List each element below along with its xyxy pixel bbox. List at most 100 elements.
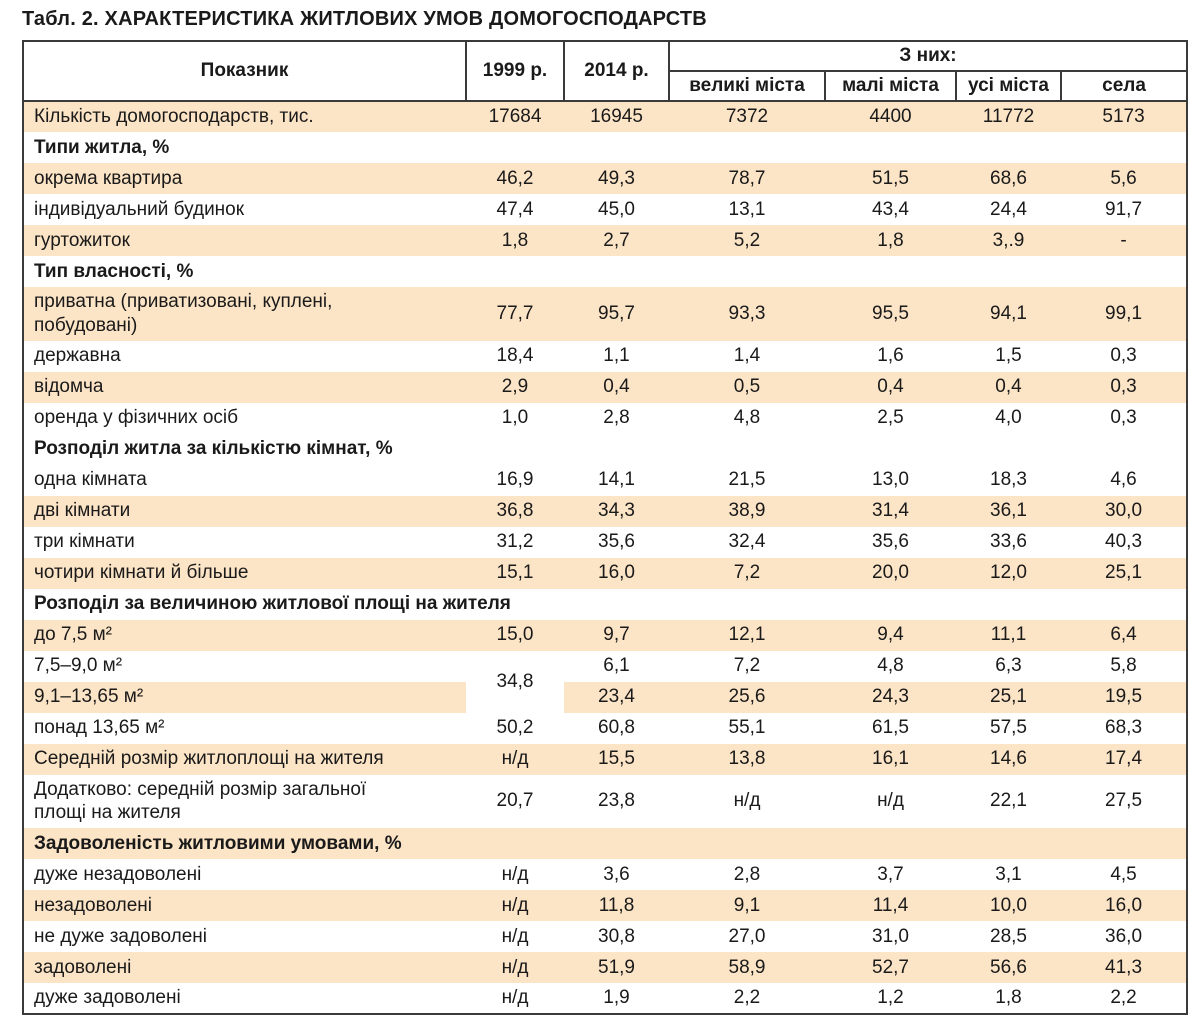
cell-value: 50,2 xyxy=(466,712,564,744)
cell-value: 95,5 xyxy=(825,287,956,341)
cell-value: 25,6 xyxy=(669,681,825,713)
header-row-sub: великі міста малі міста усі міста села xyxy=(23,70,1189,102)
row-label: приватна (приватизовані, куплені, побудо… xyxy=(23,287,466,341)
row-label-text: приватна (приватизовані, куплені, побудо… xyxy=(34,291,333,336)
cell-value: 2,2 xyxy=(1061,983,1188,1014)
cell-value: 7,2 xyxy=(669,557,825,589)
section-row: Розподіл за величиною житлової площі на … xyxy=(23,588,1188,620)
cell-value: 61,5 xyxy=(825,712,956,744)
cell-value: 4,6 xyxy=(1061,464,1188,496)
cell-value: 24,3 xyxy=(825,681,956,713)
cell-value: 16,0 xyxy=(564,557,669,589)
cell-value: 2,8 xyxy=(669,859,825,890)
cell-value: 5173 xyxy=(1061,101,1188,132)
row-label: одна кімната xyxy=(23,464,466,496)
cell-value: 2,5 xyxy=(825,402,956,434)
cell-value: 30,0 xyxy=(1061,495,1188,527)
cell-value: 1,6 xyxy=(825,340,956,372)
cell-value: 31,2 xyxy=(466,526,564,558)
cell-value: 11,8 xyxy=(564,890,669,921)
table-row: дуже задоволені н/д 1,9 2,2 1,2 1,8 2,2 xyxy=(23,983,1188,1014)
table-row: задоволені н/д 51,9 58,9 52,7 56,6 41,3 xyxy=(23,952,1188,983)
row-label: оренда у фізичних осіб xyxy=(23,402,466,434)
cell-value: 0,3 xyxy=(1061,402,1188,434)
table-row: оренда у фізичних осіб 1,0 2,8 4,8 2,5 4,0 0,3 xyxy=(23,402,1188,434)
section-label: Тип власності, % xyxy=(23,256,1188,287)
row-label: 9,1–13,65 м² xyxy=(23,681,466,713)
cell-value: 11,4 xyxy=(825,890,956,921)
cell-value: 36,1 xyxy=(956,495,1061,527)
cell-value: 7,2 xyxy=(669,650,825,682)
cell-value: 2,9 xyxy=(466,371,564,403)
table-row: до 7,5 м² 15,0 9,7 12,1 9,4 11,1 6,4 xyxy=(23,619,1188,651)
cell-value: 1,1 xyxy=(564,340,669,372)
table-row: відомча 2,9 0,4 0,5 0,4 0,4 0,3 xyxy=(23,371,1188,403)
cell-value: 93,3 xyxy=(669,287,825,341)
section-row: Типи житла, % xyxy=(23,132,1188,163)
section-row: Тип власності, % xyxy=(23,256,1188,287)
cell-value: 31,4 xyxy=(825,495,956,527)
cell-value: 17,4 xyxy=(1061,743,1188,775)
row-label: не дуже задоволені xyxy=(23,921,466,952)
section-label: Типи житла, % xyxy=(23,132,1188,163)
cell-value: 30,8 xyxy=(564,921,669,952)
cell-value: 56,6 xyxy=(956,952,1061,983)
row-label: задоволені xyxy=(23,952,466,983)
table-row: понад 13,65 м² 50,2 60,8 55,1 61,5 57,5 68,3 xyxy=(23,712,1188,744)
cell-value: 27,5 xyxy=(1061,774,1188,828)
cell-value: 1,4 xyxy=(669,340,825,372)
cell-value: н/д xyxy=(466,952,564,983)
table-body: Кількість домогосподарств, тис. 17684 1694… xyxy=(23,101,1188,1014)
cell-value: 1,2 xyxy=(825,983,956,1014)
cell-value: - xyxy=(1061,225,1188,256)
row-label: державна xyxy=(23,340,466,372)
table-row: чотири кімнати й більше 15,1 16,0 7,2 20,0 12… xyxy=(23,557,1188,589)
cell-value: 28,5 xyxy=(956,921,1061,952)
cell-value: 68,6 xyxy=(956,163,1061,194)
cell-value: 0,3 xyxy=(1061,340,1188,372)
table-row: Кількість домогосподарств, тис. 17684 1694… xyxy=(23,101,1188,132)
cell-value: 6,4 xyxy=(1061,619,1188,651)
cell-value: 57,5 xyxy=(956,712,1061,744)
cell-value: 4,8 xyxy=(669,402,825,434)
cell-value: 31,0 xyxy=(825,921,956,952)
table-row: окрема квартира 46,2 49,3 78,7 51,5 68,6 5,6 xyxy=(23,163,1188,194)
cell-value: 46,2 xyxy=(466,163,564,194)
cell-value: 95,7 xyxy=(564,287,669,341)
cell-value: 94,1 xyxy=(956,287,1061,341)
row-label: дві кімнати xyxy=(23,495,466,527)
cell-value: 41,3 xyxy=(1061,952,1188,983)
cell-value: 22,1 xyxy=(956,774,1061,828)
cell-value: 5,6 xyxy=(1061,163,1188,194)
table-row: незадоволені н/д 11,8 9,1 11,4 10,0 16,0 xyxy=(23,890,1188,921)
cell-value: 10,0 xyxy=(956,890,1061,921)
cell-value: 1,0 xyxy=(466,402,564,434)
row-label: відомча xyxy=(23,371,466,403)
cell-value: 4,0 xyxy=(956,402,1061,434)
cell-value: 1,8 xyxy=(956,983,1061,1014)
cell-value: н/д xyxy=(825,774,956,828)
cell-value: 5,2 xyxy=(669,225,825,256)
cell-value: 23,8 xyxy=(564,774,669,828)
cell-value: 12,0 xyxy=(956,557,1061,589)
table-title: Табл. 2. ХАРАКТЕРИСТИКА ЖИТЛОВИХ УМОВ ДО… xyxy=(22,8,707,30)
cell-value: 3,6 xyxy=(564,859,669,890)
cell-value: 3,1 xyxy=(956,859,1061,890)
cell-value: 15,5 xyxy=(564,743,669,775)
cell-value: 2,7 xyxy=(564,225,669,256)
section-label: Розподіл житла за кількістю кімнат, % xyxy=(23,433,1188,465)
cell-value: 2,8 xyxy=(564,402,669,434)
cell-value: 52,7 xyxy=(825,952,956,983)
table-row: Додатково: середній розмір загальної пло… xyxy=(23,774,1188,828)
section-label: Задоволеність житловими умовами, % xyxy=(23,828,1188,859)
row-label: Середній розмір житлоплощі на жителя xyxy=(23,743,466,775)
cell-value: 16945 xyxy=(564,101,669,132)
table-row: одна кімната 16,9 14,1 21,5 13,0 18,3 4,6 xyxy=(23,464,1188,496)
row-label: Додатково: середній розмір загальної пло… xyxy=(23,774,466,828)
table-header: Показник 1999 р. 2014 р. З них: великі м… xyxy=(22,40,1189,102)
cell-value: 38,9 xyxy=(669,495,825,527)
cell-value: 40,3 xyxy=(1061,526,1188,558)
cell-value: 23,4 xyxy=(564,681,669,713)
cell-value: 14,1 xyxy=(564,464,669,496)
cell-value: 16,1 xyxy=(825,743,956,775)
